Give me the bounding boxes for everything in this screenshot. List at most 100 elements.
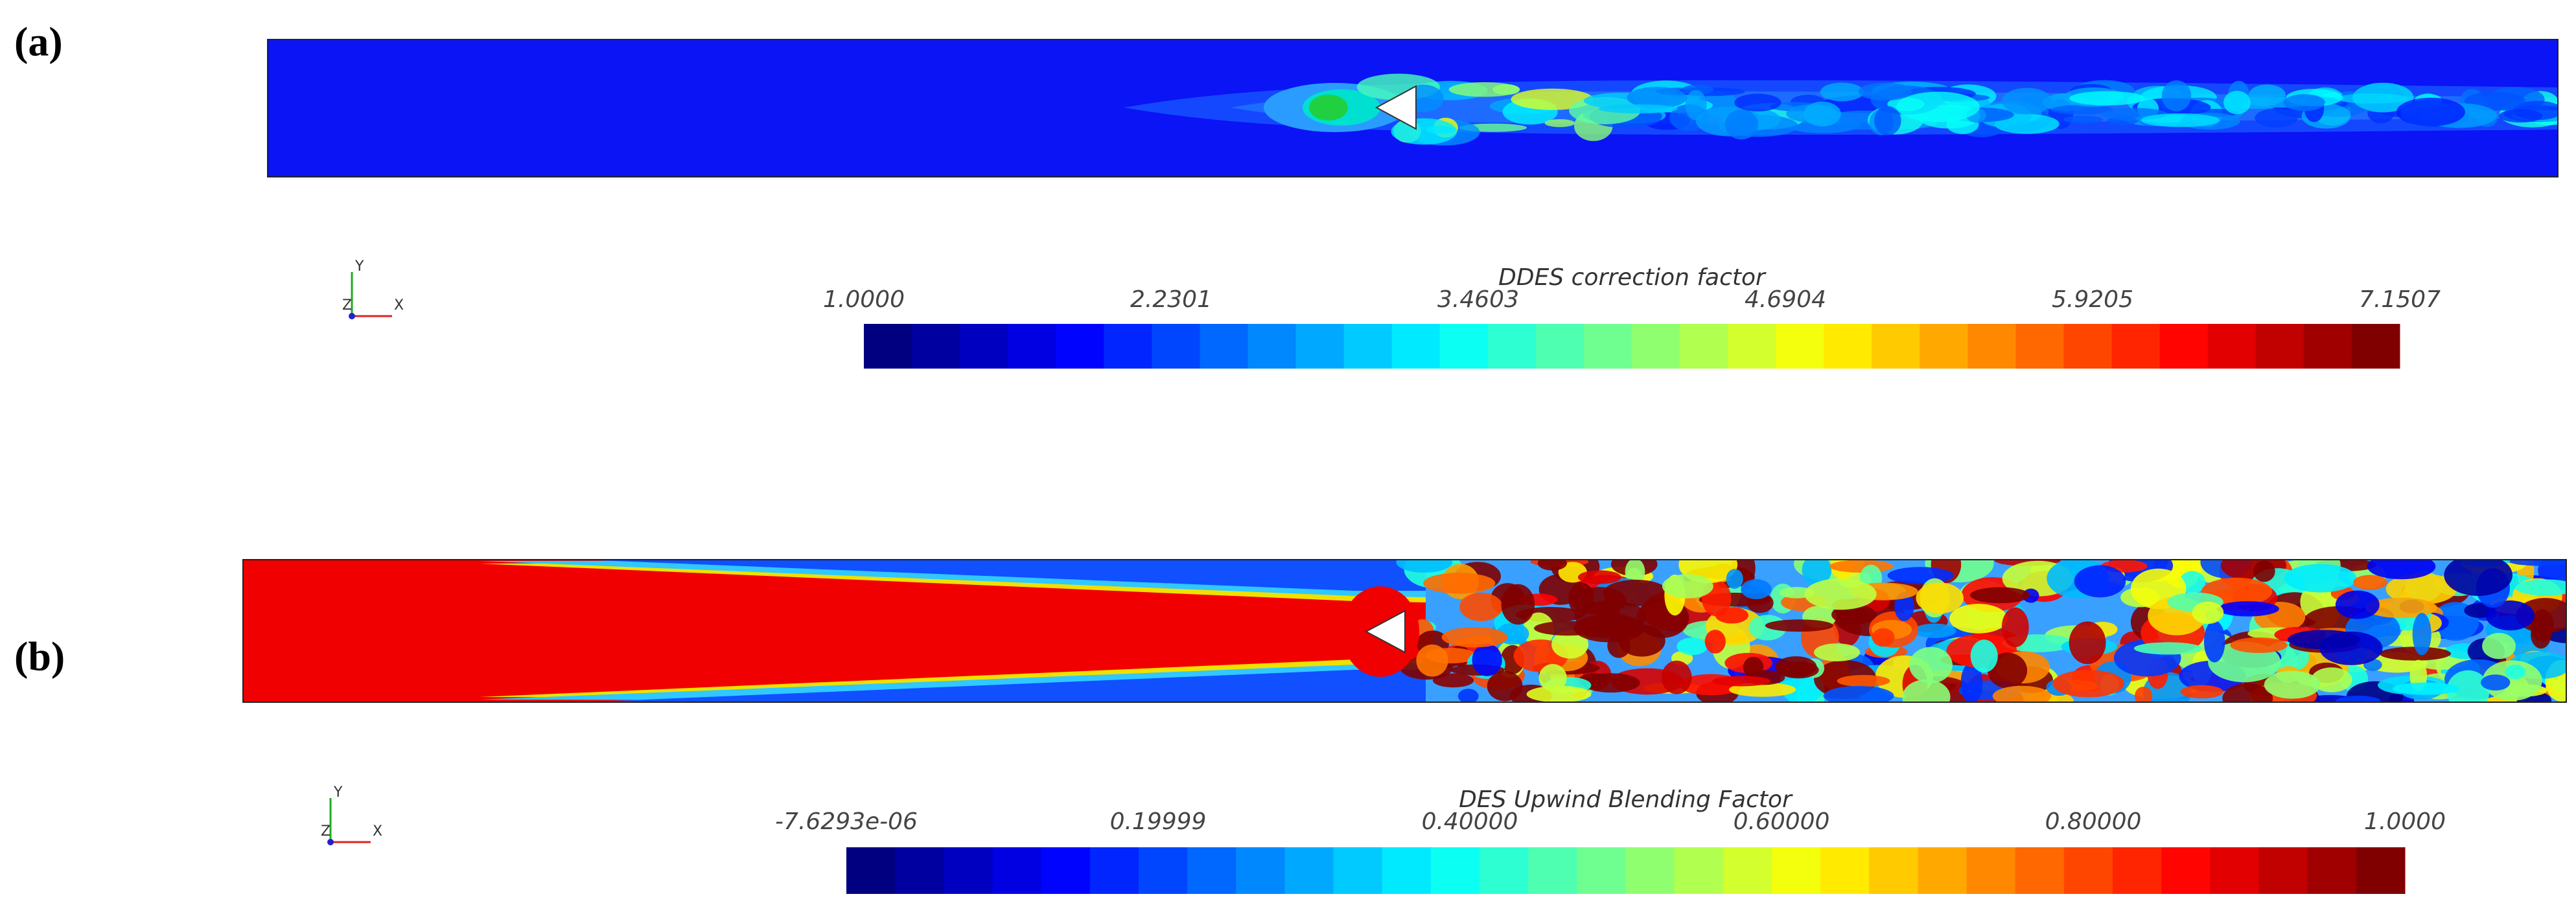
contour-blob <box>1802 560 1832 586</box>
colorbar-band <box>2111 324 2161 369</box>
contour-blob <box>1457 689 1479 702</box>
colorbar-band <box>895 847 944 894</box>
contour-blob <box>2311 667 2352 692</box>
panel-label: (a) <box>14 19 63 65</box>
axis-label: X <box>373 823 382 840</box>
contour-blob <box>1960 662 1983 702</box>
colorbar-band <box>1439 324 1489 369</box>
contour-blob <box>1988 652 2028 689</box>
contour-blob <box>2161 80 2192 111</box>
contour-blob <box>1909 646 1953 683</box>
contour-blob <box>1396 560 1453 573</box>
panel-label: (b) <box>14 634 65 680</box>
contour-blob <box>2063 115 2104 124</box>
axis-triad: Y Z X <box>321 784 382 845</box>
colorbar-band <box>2255 324 2304 369</box>
obstacle <box>1375 85 1417 130</box>
axis-label: Z <box>342 297 352 314</box>
colorbar-band <box>2210 847 2260 894</box>
contour-blob <box>1581 673 1640 693</box>
contour-blob <box>1804 101 1841 127</box>
axis-label: Y <box>354 258 364 275</box>
contour-blob <box>2134 687 2153 702</box>
contour-blob <box>1778 661 1819 679</box>
contour-blob <box>2531 609 2554 642</box>
contour-blob <box>2392 682 2460 695</box>
contour-blob <box>2499 109 2543 123</box>
colorbar-band <box>1632 324 1680 369</box>
colorbar-tick-label: 0.19999 <box>1110 808 1207 835</box>
contour-blob <box>2180 685 2223 699</box>
contour-blob <box>1551 630 1589 659</box>
contour-blob <box>1741 579 1772 600</box>
colorbar-band <box>1820 847 1870 894</box>
contour-blob <box>1949 604 2008 634</box>
colorbar-band <box>2351 324 2400 369</box>
colorbar-band <box>1776 324 1824 369</box>
domain-border <box>267 39 2559 177</box>
colorbar-band <box>1920 324 1968 369</box>
contour-blob <box>1820 82 1864 102</box>
colorbar-band <box>1625 847 1675 894</box>
contour-blob <box>1970 587 2030 604</box>
contour-blob <box>1544 119 1575 128</box>
colorbar-band <box>960 324 1008 369</box>
colorbar-band <box>2015 324 2065 369</box>
contour-field <box>268 40 2558 177</box>
contour-blob <box>1992 685 2052 702</box>
contour-blob <box>1804 578 1877 610</box>
colorbar-band <box>1966 847 2016 894</box>
contour-blob <box>1501 584 1535 625</box>
contour-blob <box>2255 108 2298 128</box>
colorbar-band <box>1824 324 1872 369</box>
colorbar-band <box>1343 324 1393 369</box>
contour-blob <box>1487 671 1523 702</box>
colorbar-tick-label: 4.6904 <box>1745 286 1826 313</box>
contour-field <box>243 560 2566 702</box>
contour-blob <box>1416 644 1448 677</box>
colorbar-band <box>2063 847 2113 894</box>
colorbar-band <box>1680 324 1728 369</box>
contour-blob <box>1618 624 1665 657</box>
contour-blob <box>1823 685 1894 702</box>
colorbar-band <box>1430 847 1480 894</box>
colorbar-band <box>1967 324 2016 369</box>
contour-blob <box>1598 104 1678 114</box>
contour-blob <box>2069 91 2145 106</box>
contour-blob <box>1872 628 1895 647</box>
contour-blob <box>2141 113 2220 128</box>
colorbar-band <box>1041 847 1091 894</box>
colorbar-title: DDES correction factor <box>1498 264 1767 291</box>
contour-blob <box>1887 567 1954 584</box>
colorbar-band <box>864 324 912 369</box>
contour-blob <box>2505 665 2526 680</box>
contour-blob <box>2133 642 2202 655</box>
colorbar-band <box>1104 324 1152 369</box>
colorbar-band <box>2307 847 2357 894</box>
axis-label: Y <box>333 784 343 801</box>
contour-blob <box>2288 630 2360 650</box>
contour-blob <box>2002 87 2052 115</box>
contour-blob <box>1829 560 1894 573</box>
contour-blob <box>2412 613 2431 656</box>
colorbar-band <box>1056 324 1104 369</box>
colorbar-tick-label: 3.4603 <box>1437 286 1519 313</box>
colorbar-band <box>2161 847 2210 894</box>
colorbar-band <box>1479 847 1529 894</box>
colorbar-band <box>1247 324 1297 369</box>
contour-blob <box>1441 627 1508 648</box>
colorbar-band <box>2258 847 2308 894</box>
colorbar-band <box>1284 847 1334 894</box>
colorbar-band <box>1728 324 1776 369</box>
contour-blob <box>2335 590 2380 619</box>
contour-blob <box>1534 621 1602 636</box>
colorbar-tick-label: 0.60000 <box>1734 808 1830 835</box>
contour-blob <box>1970 639 1998 673</box>
colorbar-band <box>1187 847 1236 894</box>
colorbar-tick-label: 0.80000 <box>2045 808 2142 835</box>
contour-blob <box>2446 670 2490 702</box>
colorbar-band <box>2015 847 2065 894</box>
contour-blob <box>1625 560 1645 585</box>
colorbar-band <box>1918 847 1967 894</box>
